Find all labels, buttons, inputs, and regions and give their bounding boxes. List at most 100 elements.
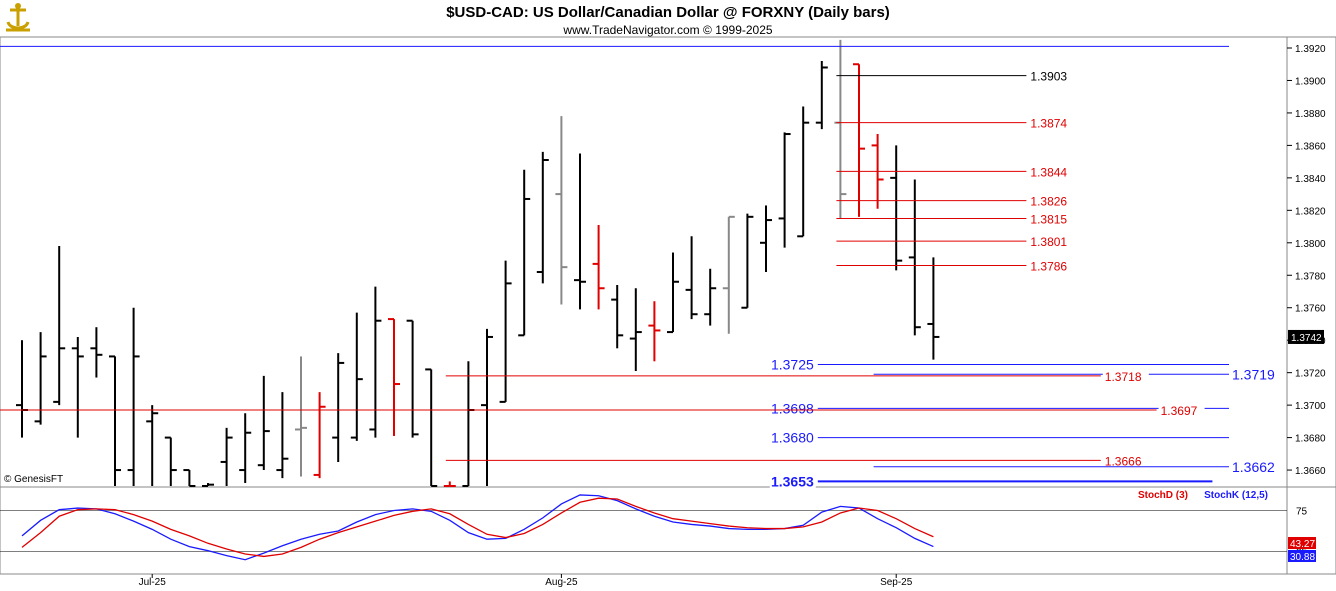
- ohlc-bar: [202, 483, 214, 487]
- level-1.3718: 1.3718: [445, 367, 1149, 384]
- level-label-bg: [769, 400, 816, 416]
- ohlc-bar: [109, 355, 121, 486]
- ohlc-bar: [388, 318, 400, 436]
- level-1.3874: 1.3874: [836, 114, 1075, 131]
- ohlc-bar: [629, 288, 642, 372]
- x-tick-label: Jul-25: [139, 577, 167, 588]
- legend-stoch-d: StochD (3): [1138, 490, 1188, 501]
- price-tick-label: 1.3680: [1295, 434, 1326, 445]
- ohlc-bar: [704, 268, 717, 326]
- ohlc-bar: [760, 205, 772, 273]
- ohlc-bar: [220, 427, 233, 486]
- ohlc-bar: [276, 392, 289, 479]
- ohlc-bar: [815, 60, 828, 130]
- ohlc-bar: [685, 236, 698, 320]
- level-label-bg: [1028, 114, 1075, 130]
- ohlc-bar: [667, 252, 679, 334]
- chart-subtitle: www.TradeNavigator.com © 1999-2025: [562, 23, 772, 37]
- ohlc-bar: [890, 145, 903, 271]
- price-tick-label: 1.3660: [1295, 466, 1326, 477]
- ohlc-bar: [425, 368, 438, 487]
- ohlc-bar: [53, 246, 66, 406]
- level-label-bg: [1028, 257, 1075, 273]
- level-1.3662: 1.3662: [873, 458, 1276, 475]
- price-axis: 1.3920 1.3900 1.3880 1.3860 1.3840 1.3820 1.38…: [1287, 44, 1326, 477]
- level-1.3719: 1.3719: [873, 366, 1276, 382]
- ohlc-bar: [443, 481, 456, 487]
- price-tick-label: 1.3700: [1295, 401, 1326, 412]
- stoch-k-value: 30.88: [1290, 552, 1315, 563]
- x-tick-label: Sep-25: [880, 577, 913, 588]
- ohlc-bar: [797, 106, 810, 238]
- level-label: 1.3698: [771, 400, 814, 416]
- last-price-label: 1.3742: [1291, 333, 1322, 344]
- price-tick-label: 1.3800: [1295, 239, 1326, 250]
- ohlc-bar: [164, 436, 177, 486]
- ohlc-bar: [183, 469, 196, 487]
- stoch-tick-label: 75: [1296, 507, 1308, 518]
- stoch-line-stochd-3-: [21, 497, 934, 558]
- ohlc-bar: [313, 392, 326, 479]
- level-1.3903: 1.3903: [836, 67, 1075, 84]
- level-label-bg: [1028, 233, 1075, 249]
- price-bars-layer: [16, 39, 940, 487]
- level-label: 1.3680: [771, 430, 814, 446]
- ohlc-bar: [127, 307, 140, 486]
- stoch-panel: [0, 486, 1288, 575]
- level-label-bg: [1028, 192, 1075, 208]
- ohlc-bar: [34, 332, 47, 425]
- level-label-bg: [769, 429, 816, 445]
- level-label: 1.3815: [1030, 212, 1067, 226]
- level-label: 1.3725: [771, 357, 814, 373]
- level-label: 1.3844: [1030, 165, 1067, 179]
- level-label: 1.3874: [1030, 117, 1067, 131]
- ohlc-bar: [350, 312, 363, 441]
- price-tick-label: 1.3900: [1295, 76, 1326, 87]
- level-label: 1.3662: [1232, 459, 1275, 475]
- ohlc-bar: [908, 179, 921, 336]
- level-1.3697: 1.3697: [0, 401, 1205, 418]
- ohlc-bar: [611, 285, 624, 349]
- level-1.3801: 1.3801: [836, 233, 1075, 249]
- level-label-bg: [769, 473, 816, 489]
- level-label-bg: [1028, 210, 1075, 226]
- ohlc-bar: [499, 260, 512, 403]
- level-1.3921: 1.3921: [0, 45, 1229, 47]
- level-label: 1.3786: [1030, 260, 1067, 274]
- level-label: 1.3903: [1030, 70, 1067, 84]
- ohlc-bar: [574, 153, 586, 310]
- level-1.3725: 1.3725: [769, 356, 1229, 373]
- ohlc-bar: [648, 301, 661, 362]
- x-axis: Jul-25 Aug-25 Sep-25: [139, 574, 913, 588]
- level-label: 1.3801: [1030, 235, 1067, 249]
- ohlc-bar: [518, 169, 531, 337]
- ohlc-bar: [722, 215, 735, 334]
- level-1.3786: 1.3786: [836, 257, 1075, 274]
- ohlc-bar: [90, 327, 103, 378]
- stoch-k-value-box: [1288, 550, 1316, 562]
- level-label: 1.3826: [1030, 195, 1067, 209]
- ohlc-bar: [778, 132, 791, 248]
- level-label-bg: [1028, 67, 1075, 83]
- price-tick-label: 1.3820: [1295, 206, 1326, 217]
- level-label-bg: [1158, 401, 1205, 417]
- level-1.3844: 1.3844: [836, 163, 1075, 179]
- ohlc-bar: [536, 151, 549, 284]
- ohlc-bar: [853, 63, 865, 217]
- level-label: 1.3719: [1232, 366, 1275, 382]
- chart-title: $USD-CAD: US Dollar/Canadian Dollar @ FO…: [446, 4, 890, 21]
- logo-icon: [2, 2, 34, 34]
- price-axis-panel: [1286, 36, 1336, 488]
- ohlc-bar: [927, 257, 940, 360]
- ohlc-bar: [295, 356, 307, 477]
- price-tick-label: 1.3840: [1295, 174, 1326, 185]
- ohlc-bar: [555, 116, 568, 305]
- price-tick-label: 1.3720: [1295, 369, 1326, 380]
- level-1.3680: 1.3680: [769, 429, 1229, 446]
- price-panel: [0, 36, 1288, 488]
- x-tick-label: Aug-25: [545, 577, 578, 588]
- ohlc-bar: [592, 224, 605, 310]
- ohlc-bar: [406, 319, 419, 438]
